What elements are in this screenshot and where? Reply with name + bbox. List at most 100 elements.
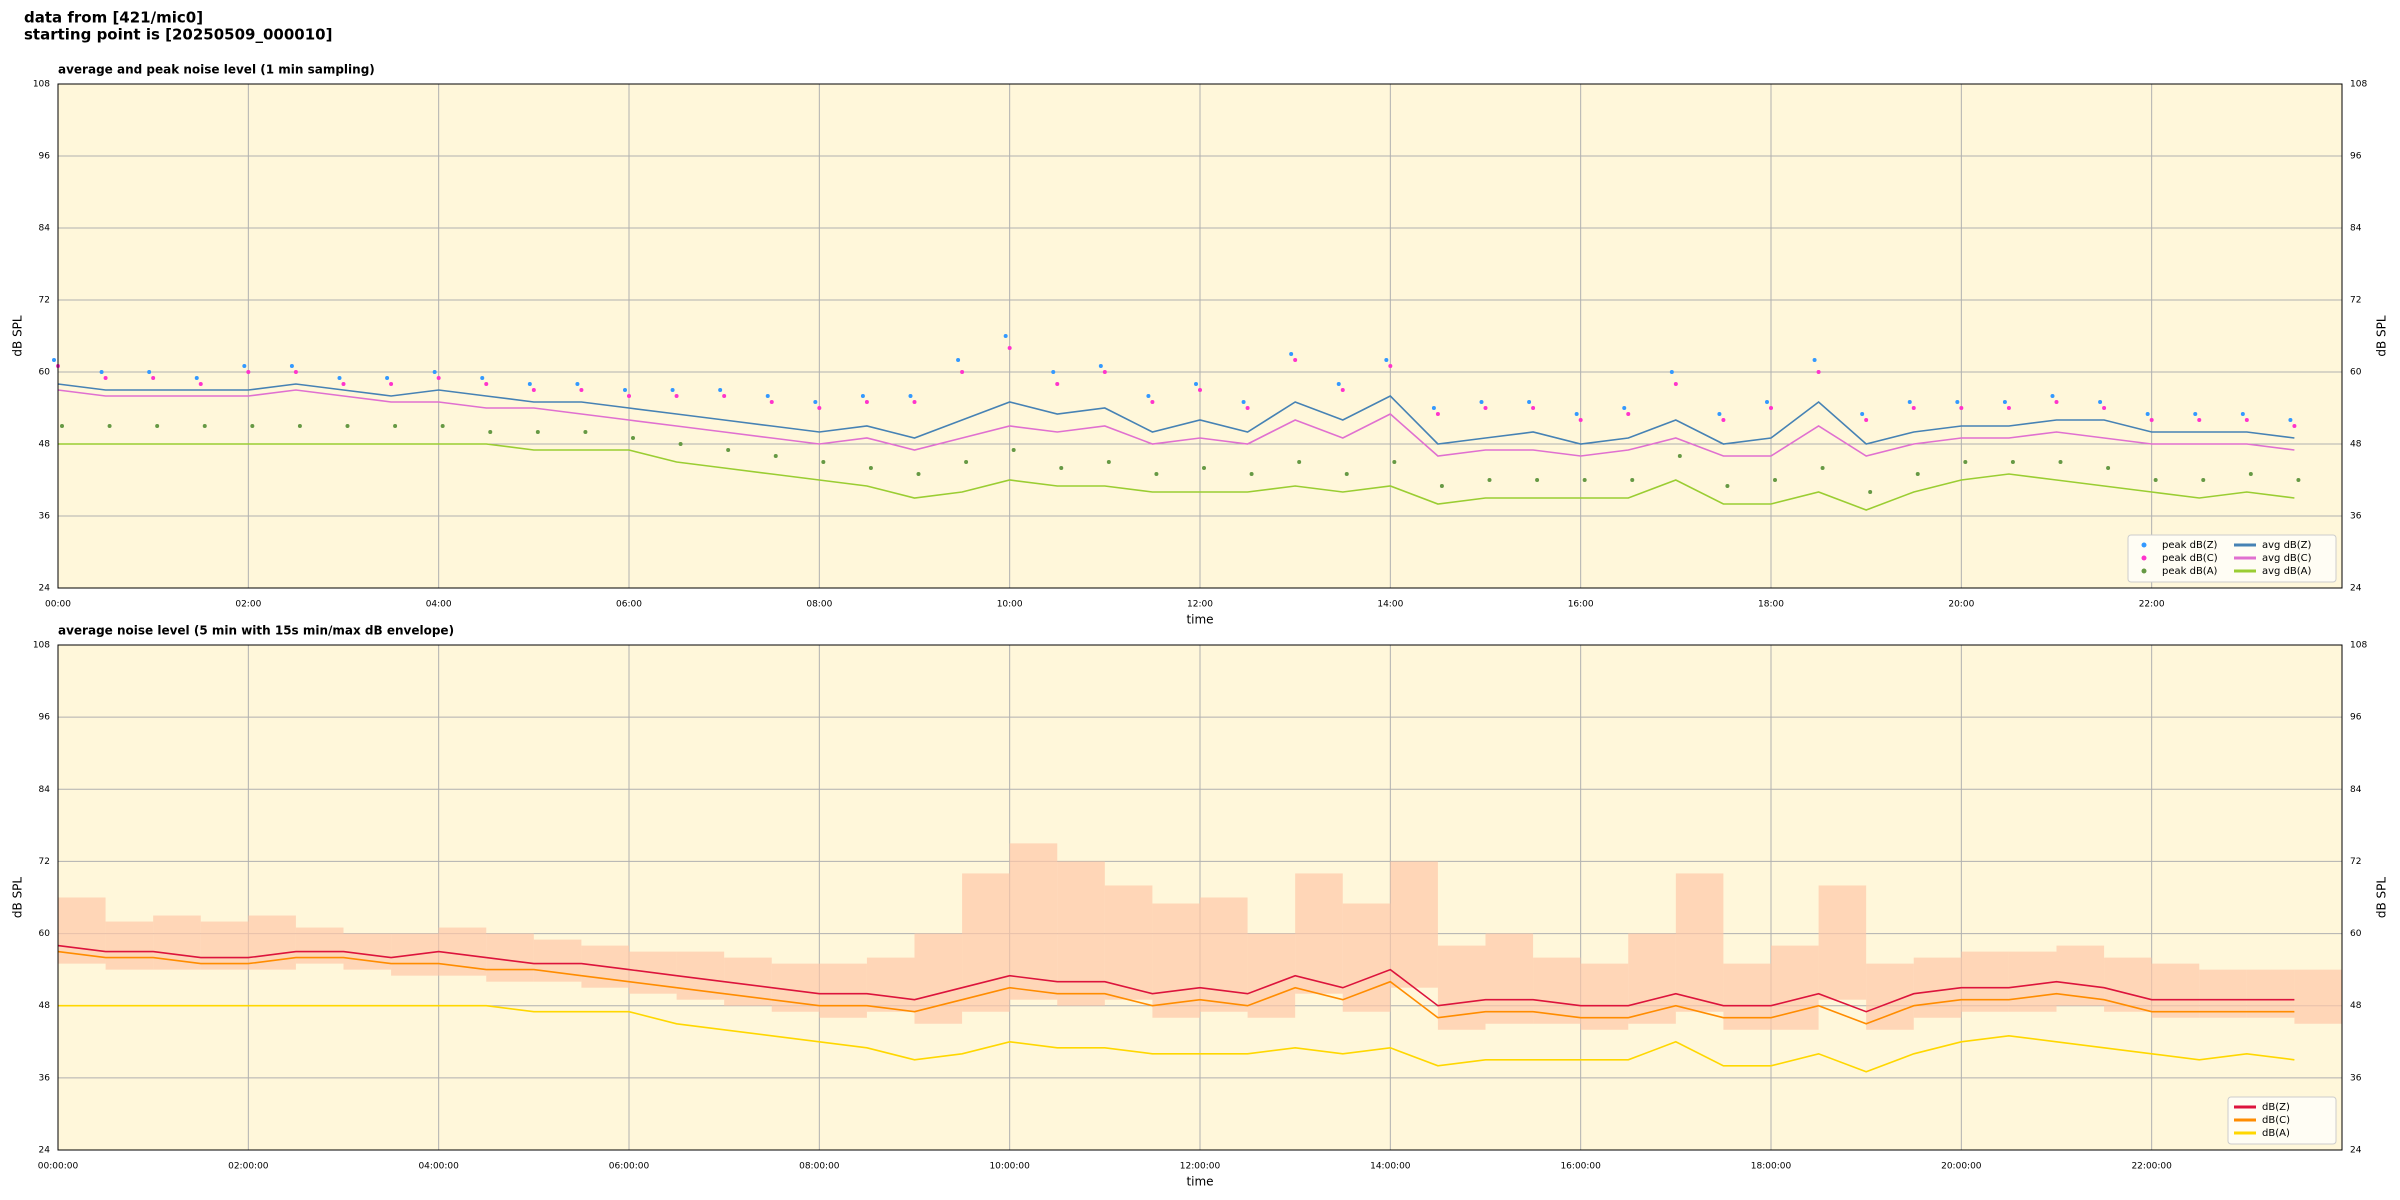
envelope-band: [1675, 873, 1724, 1012]
peak-dot: [1098, 364, 1103, 368]
x-tick-label: 08:00: [806, 600, 832, 610]
peak-dot: [2106, 466, 2111, 470]
y-tick-label: 96: [39, 152, 51, 162]
peak-dot: [1864, 418, 1869, 422]
header-line: starting point is [20250509_000010]: [24, 26, 332, 44]
peak-dot: [341, 382, 346, 386]
subplot-title: average and peak noise level (1 min samp…: [58, 63, 375, 77]
peak-dot: [1198, 388, 1202, 392]
header-line: data from [421/mic0]: [24, 9, 203, 27]
envelope-band: [1104, 885, 1153, 1000]
y-tick-label: 24: [39, 584, 51, 594]
peak-dot: [1202, 466, 1206, 470]
peak-dot: [2244, 418, 2249, 422]
peak-dot: [198, 382, 203, 386]
x-tick-label: 14:00:00: [1370, 1162, 1411, 1172]
envelope-band: [1485, 933, 1534, 1024]
y2-tick-label: 48: [2350, 1001, 2362, 1011]
plot-frame: [57, 644, 2343, 1151]
x-tick-label: 06:00: [616, 600, 642, 610]
peak-dot: [389, 382, 394, 386]
peak-dot: [769, 400, 774, 404]
y2-tick-label: 36: [2350, 1073, 2362, 1083]
peak-dot: [1816, 370, 1821, 374]
peak-dot: [2153, 478, 2158, 482]
peak-dot: [1011, 448, 1016, 452]
y2-tick-label: 96: [2350, 152, 2362, 162]
peak-dot: [916, 472, 921, 476]
legend-swatch: [2141, 555, 2147, 561]
peak-dot: [535, 430, 540, 434]
peak-dot: [337, 376, 342, 380]
peak-dot: [631, 436, 635, 440]
peak-dot: [2149, 418, 2154, 422]
x-tick-label: 00:00:00: [38, 1162, 79, 1172]
peak-dot: [670, 388, 675, 392]
peak-dot: [1582, 478, 1587, 482]
peak-dot: [293, 370, 298, 374]
peak-dot: [1289, 352, 1294, 356]
peak-dot: [250, 424, 255, 428]
peak-dot: [440, 424, 445, 428]
peak-dot: [2145, 412, 2150, 416]
envelope-band: [676, 951, 725, 1000]
y-axis-label: dB SPL: [11, 877, 25, 919]
x-tick-label: 14:00: [1377, 600, 1403, 610]
peak-dot: [1241, 400, 1246, 404]
x-tick-label: 22:00: [2139, 600, 2165, 610]
envelope-band: [1628, 933, 1676, 1024]
peak-dot: [1717, 412, 1722, 416]
peak-dot: [579, 388, 584, 392]
envelope-band: [200, 921, 249, 970]
peak-dot: [99, 370, 104, 374]
envelope-band: [248, 915, 296, 970]
envelope-band: [1057, 861, 1105, 1006]
peak-dot: [956, 358, 961, 362]
peak-dot: [1297, 460, 1302, 464]
x-tick-label: 16:00: [1568, 600, 1594, 610]
peak-dot: [1963, 460, 1968, 464]
peak-dot: [1812, 358, 1817, 362]
peak-dot: [1154, 472, 1159, 476]
peak-dot: [1483, 406, 1488, 410]
x-tick-label: 20:00: [1948, 600, 1974, 610]
peak-dot: [2292, 424, 2297, 428]
y2-tick-label: 84: [2350, 785, 2362, 795]
peak-dot: [674, 394, 679, 398]
y2-tick-label: 84: [2350, 224, 2362, 234]
peak-dot: [864, 400, 869, 404]
legend-label: peak dB(C): [2162, 553, 2218, 564]
envelope-band: [1152, 903, 1200, 1018]
envelope-band: [1342, 903, 1391, 1012]
envelope-band: [724, 957, 772, 1006]
x-tick-label: 20:00:00: [1941, 1162, 1982, 1172]
peak-dot: [1249, 472, 1254, 476]
x-tick-label: 16:00:00: [1560, 1162, 1601, 1172]
peak-dot: [1150, 400, 1155, 404]
envelope-band: [1723, 963, 1771, 1030]
peak-dot: [385, 376, 390, 380]
peak-dot: [1194, 382, 1198, 386]
legend-box: [2127, 534, 2337, 583]
peak-dot: [107, 424, 112, 428]
legend-swatch: [2141, 542, 2147, 548]
y2-tick-label: 72: [2350, 296, 2361, 306]
peak-dot: [1959, 406, 1964, 410]
peak-dot: [1102, 370, 1107, 374]
y-tick-label: 60: [39, 368, 51, 378]
peak-dot: [1769, 406, 1773, 410]
y-axis-label: dB SPL: [11, 315, 25, 357]
peak-dot: [908, 394, 913, 398]
envelope-band: [914, 933, 963, 1024]
y2-tick-label: 96: [2350, 713, 2362, 723]
peak-dot: [1106, 460, 1111, 464]
peak-dot: [1773, 478, 1777, 482]
peak-dot: [1578, 418, 1583, 422]
peak-dot: [345, 424, 350, 428]
peak-dot: [484, 382, 489, 386]
envelope-band: [1771, 945, 1819, 1030]
plot-frame: [57, 83, 2343, 589]
peak-dot: [2296, 478, 2301, 482]
series-line: [57, 389, 2295, 457]
y2-tick-label: 48: [2350, 440, 2362, 450]
